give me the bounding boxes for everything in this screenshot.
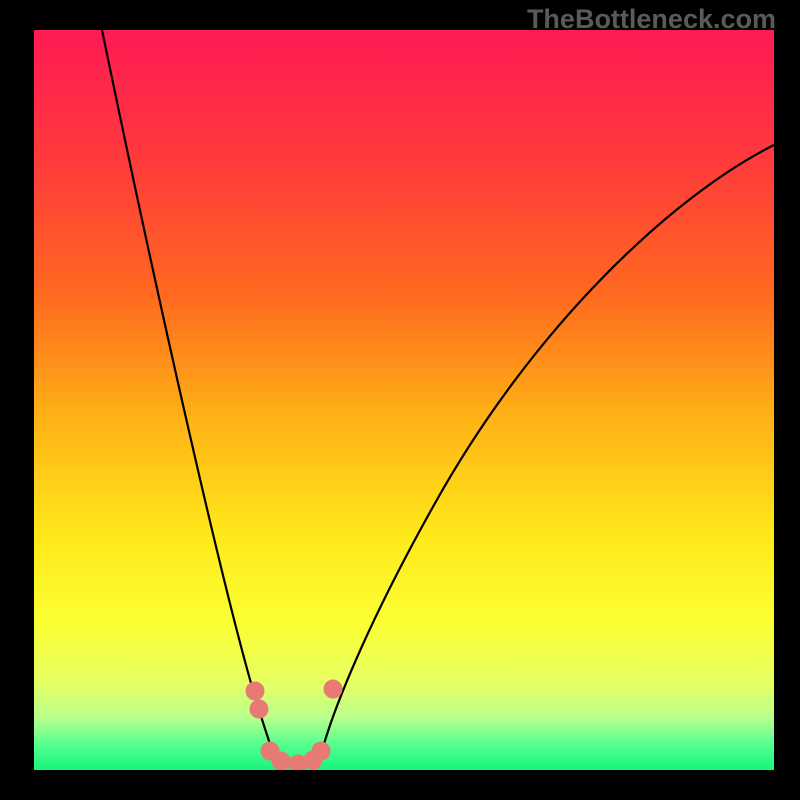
plot-svg: [34, 30, 774, 770]
gradient-background: [34, 30, 774, 770]
data-marker: [324, 680, 342, 698]
data-marker: [246, 682, 264, 700]
data-marker: [312, 742, 330, 760]
data-marker: [272, 752, 290, 770]
watermark-text: TheBottleneck.com: [527, 4, 776, 35]
plot-area: [34, 30, 774, 770]
data-marker: [250, 700, 268, 718]
